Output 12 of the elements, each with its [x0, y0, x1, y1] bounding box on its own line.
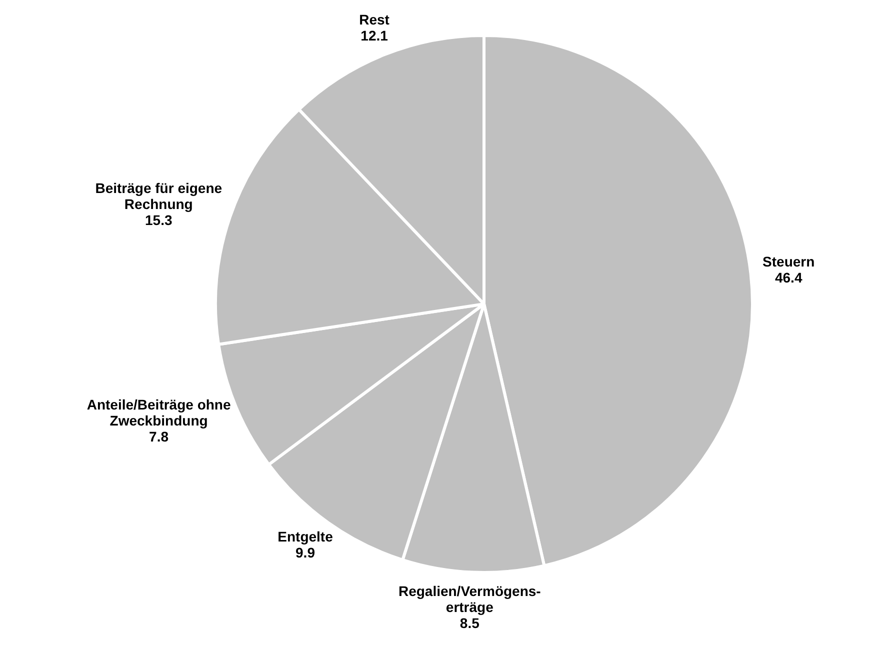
slice-label: Entgelte	[278, 528, 334, 544]
data-label: 9.9	[296, 544, 316, 560]
slice-label: Rest	[359, 12, 390, 28]
data-label: 46.4	[774, 269, 802, 286]
slice-label: Beiträge für eigene Rechnung	[95, 180, 222, 212]
data-label: 12.1	[360, 28, 388, 44]
data-label: 8.5	[460, 615, 480, 632]
slice-label: Anteile/Beiträge ohne Zweckbindung	[86, 396, 231, 428]
slice-label: Regalien/Vermögens-erträge	[398, 583, 542, 616]
data-label: 15.3	[145, 212, 172, 228]
data-label: 7.8	[149, 428, 169, 444]
slice-label: Steuern	[762, 253, 815, 270]
